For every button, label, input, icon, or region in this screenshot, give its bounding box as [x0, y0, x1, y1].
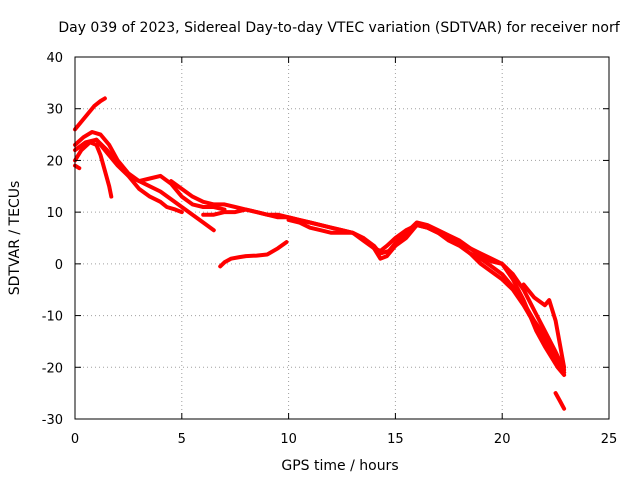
y-tick-label: 20 [46, 154, 63, 169]
data-traces [73, 96, 567, 411]
series-line-trace-j [468, 251, 567, 375]
y-tick-label: 30 [46, 103, 63, 118]
series-line-trace-k [521, 282, 567, 370]
x-tick-label: 15 [387, 432, 404, 447]
x-tick-label: 5 [178, 432, 186, 447]
chart-title: Day 039 of 2023, Sidereal Day-to-day VTE… [58, 20, 620, 36]
x-tick-label: 0 [71, 432, 79, 447]
series-line-trace-m [553, 391, 567, 411]
y-axis-label: SDTVAR / TECUs [7, 181, 23, 296]
series-line-trace-l [218, 240, 289, 269]
y-tick-label: 40 [46, 51, 63, 66]
y-tick-label: -10 [42, 310, 63, 325]
x-tick-label: 20 [494, 432, 511, 447]
series-line-trace-f [94, 137, 227, 212]
plot-frame [74, 56, 610, 420]
y-tick-label: 10 [46, 206, 63, 221]
series-line-trace-c [73, 140, 114, 199]
x-axis-label: GPS time / hours [281, 458, 398, 474]
series-line-trace-h [201, 207, 567, 372]
x-tick-label: 25 [601, 432, 618, 447]
y-tick-label: 0 [55, 258, 63, 273]
grid-lines [75, 57, 609, 419]
y-tick-label: -30 [42, 413, 63, 428]
y-tick-label: -20 [42, 361, 63, 376]
axis-ticks: 0 5 10 15 20 25 -30 -20 -10 0 10 20 30 40 [42, 51, 618, 447]
x-tick-label: 10 [280, 432, 297, 447]
series-line-trace-a [73, 96, 107, 132]
series-line-trace-b [73, 163, 82, 171]
